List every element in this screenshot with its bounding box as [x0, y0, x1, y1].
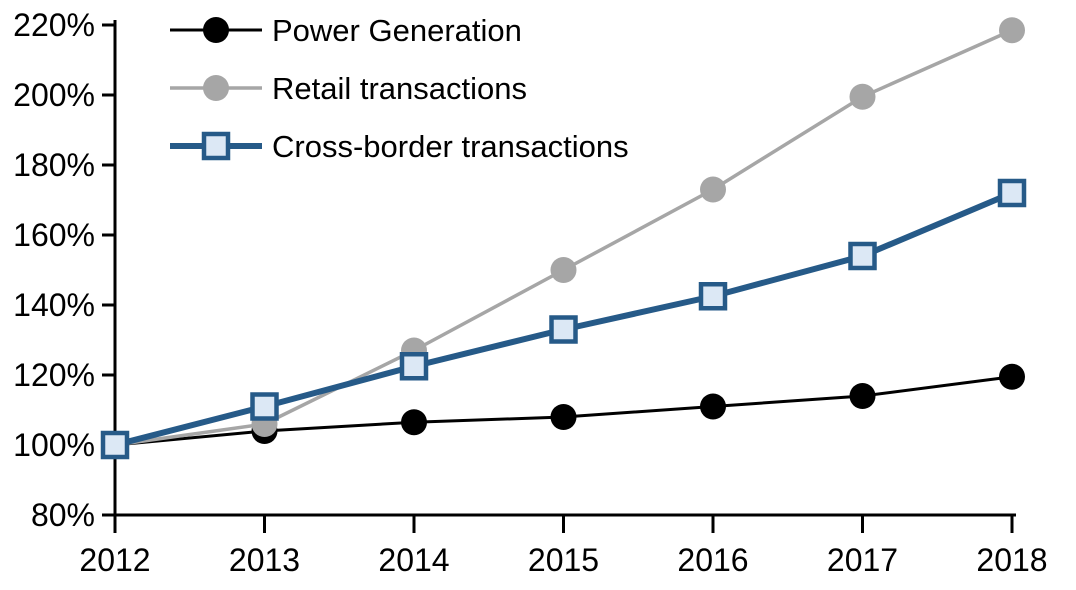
x-tick-label: 2015: [528, 542, 599, 578]
legend-label-1: Retail transactions: [272, 71, 527, 106]
data-point-2-1: [250, 392, 279, 421]
y-tick-label: 180%: [13, 147, 95, 183]
series-line-1: [114, 28, 1013, 447]
data-point-0-2: [401, 409, 427, 436]
data-point-2-6: [997, 178, 1027, 208]
data-point-1-3: [550, 257, 577, 283]
data-point-1-5: [849, 83, 876, 110]
data-point-2-4: [698, 282, 728, 311]
legend-marker-1: [203, 75, 229, 101]
x-tick-label: 2016: [677, 542, 748, 578]
x-tick-label: 2013: [229, 542, 300, 578]
y-tick-label: 120%: [13, 357, 95, 393]
data-point-2-5: [848, 241, 877, 271]
data-point-0-4: [700, 393, 726, 420]
y-tick-label: 80%: [31, 497, 95, 533]
data-point-0-5: [849, 383, 876, 409]
legend-label-0: Power Generation: [272, 13, 522, 48]
x-tick-label: 2012: [79, 542, 150, 578]
data-point-0-6: [999, 363, 1025, 390]
legend-label-2: Cross-border transactions: [272, 129, 629, 164]
y-tick-label: 200%: [13, 77, 95, 113]
y-tick-label: 160%: [13, 217, 95, 253]
data-point-2-2: [399, 352, 429, 381]
x-tick-label: 2018: [976, 542, 1047, 578]
data-point-1-4: [700, 176, 726, 203]
legend-marker-2: [201, 131, 231, 161]
y-tick-label: 140%: [13, 287, 95, 323]
data-point-2-3: [549, 315, 578, 344]
data-point-0-3: [550, 404, 577, 430]
data-point-2-0: [100, 430, 130, 460]
y-tick-label: 100%: [13, 427, 95, 463]
legend-marker-0: [203, 17, 229, 43]
y-tick-label: 220%: [13, 7, 95, 43]
x-tick-label: 2014: [378, 542, 449, 578]
x-tick-label: 2017: [827, 542, 898, 578]
data-point-1-6: [999, 17, 1025, 44]
